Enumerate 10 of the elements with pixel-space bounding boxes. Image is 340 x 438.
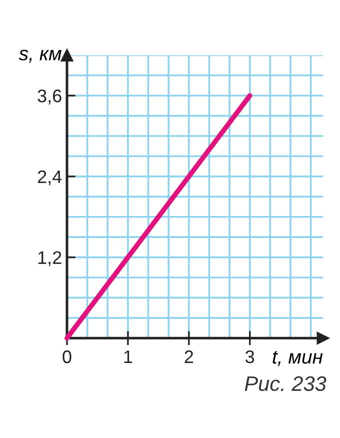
x-tick-label: 3 (246, 350, 254, 364)
text: Рис. 233 (244, 376, 326, 392)
x-tick-label: 0 (62, 350, 72, 364)
x-tick-label: 1 (124, 350, 132, 364)
y-axis-title: s, км (18, 50, 62, 63)
x-axis-title: t, мин (272, 350, 323, 366)
y-tick-label: 2,4 (38, 170, 62, 186)
y-tick-label: 3,6 (38, 90, 62, 104)
y-tick-label: 1,2 (38, 251, 62, 266)
x-tick-label: 2 (184, 350, 194, 364)
